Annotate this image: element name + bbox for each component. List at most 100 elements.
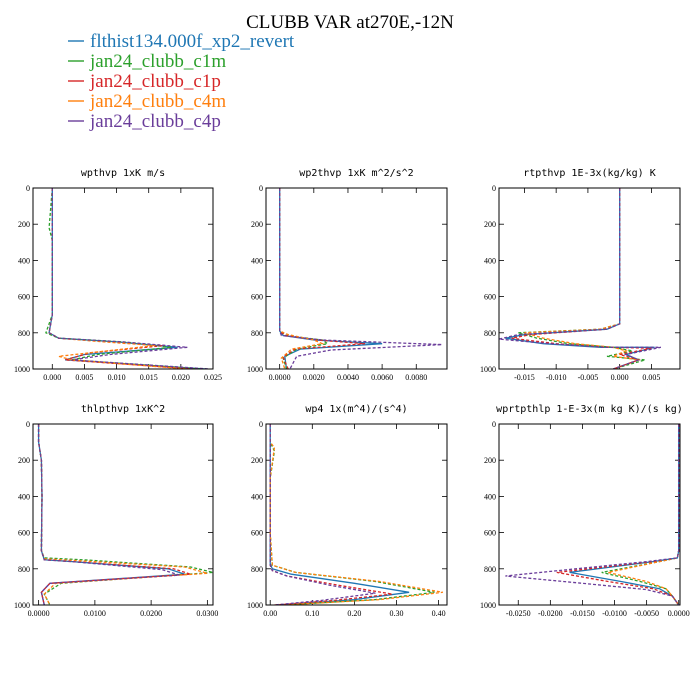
x-tick-label: 0.0000 [668, 609, 690, 618]
y-tick-label: 800 [18, 329, 30, 338]
x-tick-label: 0.025 [204, 373, 222, 382]
series-line [279, 188, 442, 369]
panel-title: wp4 1x(m^4)/(s^4) [305, 404, 407, 415]
series-line [269, 424, 393, 605]
legend-entry: flthist134.000f_xp2_revert [68, 31, 295, 52]
x-tick-label: 0.0300 [196, 609, 218, 618]
panel-title: wpthvp 1xK m/s [81, 168, 165, 179]
y-tick-label: 1000 [247, 365, 263, 374]
y-tick-label: 1000 [247, 601, 263, 610]
y-tick-label: 1000 [14, 601, 30, 610]
series-line [269, 424, 443, 605]
y-tick-label: 0 [259, 184, 263, 193]
panel-title: wp2thvp 1xK m^2/s^2 [299, 168, 413, 179]
legend-entry: jan24_clubb_c1p [68, 71, 221, 92]
y-tick-label: 600 [484, 293, 496, 302]
y-tick-label: 600 [484, 529, 496, 538]
y-tick-label: 400 [251, 256, 263, 265]
x-tick-label: 0.30 [389, 609, 403, 618]
y-tick-label: 200 [251, 456, 263, 465]
y-tick-label: 400 [251, 492, 263, 501]
x-tick-label: -0.0100 [602, 609, 627, 618]
x-tick-label: 0.40 [432, 609, 446, 618]
series-line [279, 188, 383, 369]
y-tick-label: 400 [18, 256, 30, 265]
legend-entry: jan24_clubb_c1m [68, 51, 226, 72]
x-tick-label: -0.015 [514, 373, 535, 382]
legend-label: jan24_clubb_c1p [89, 71, 221, 92]
y-tick-label: 600 [18, 529, 30, 538]
y-tick-label: 400 [484, 492, 496, 501]
y-tick-label: 200 [484, 220, 496, 229]
x-tick-label: 0.00 [263, 609, 277, 618]
series-line [37, 424, 180, 605]
series-line [569, 424, 680, 605]
panel-title: rtpthvp 1E-3x(kg/kg) K [523, 168, 655, 179]
series-line [556, 424, 680, 605]
legend-label: jan24_clubb_c4m [89, 91, 226, 112]
legend: flthist134.000f_xp2_revertjan24_clubb_c1… [68, 31, 295, 132]
x-tick-label: -0.005 [578, 373, 599, 382]
x-tick-label: 0.010 [108, 373, 126, 382]
legend-entry: jan24_clubb_c4p [68, 111, 221, 132]
series-line [269, 424, 376, 605]
y-tick-label: 1000 [480, 365, 496, 374]
legend-label: jan24_clubb_c1m [89, 51, 226, 72]
x-tick-label: 0.0060 [371, 373, 393, 382]
chart-panel: wp2thvp 1xK m^2/s^2 0 200 400 600 800 1000 0.00… [247, 168, 448, 382]
y-tick-label: 200 [18, 220, 30, 229]
x-tick-label: 0.005 [642, 373, 660, 382]
legend-label: jan24_clubb_c4p [89, 111, 221, 132]
series-line [37, 424, 186, 605]
chart-panel: wprtpthlp 1-E-3x(m kg K)/(s kg)0 200 400 60… [480, 404, 690, 618]
y-tick-label: 0 [26, 184, 30, 193]
y-tick-label: 0 [259, 420, 263, 429]
plot-frame [32, 423, 214, 606]
y-tick-label: 800 [18, 565, 30, 574]
series-line [279, 188, 325, 369]
y-tick-label: 600 [251, 293, 263, 302]
x-tick-label: 0.0200 [140, 609, 162, 618]
x-tick-label: -0.0150 [570, 609, 595, 618]
x-tick-label: 0.020 [172, 373, 190, 382]
y-tick-label: 600 [18, 293, 30, 302]
y-tick-label: 0 [492, 184, 496, 193]
x-tick-label: 0.000 [611, 373, 629, 382]
panel-title: wprtpthlp 1-E-3x(m kg K)/(s kg) [496, 404, 683, 415]
series-line [601, 424, 680, 605]
plot-frame [32, 187, 214, 370]
x-tick-label: 0.10 [305, 609, 319, 618]
series-line [37, 424, 191, 605]
y-tick-label: 200 [251, 220, 263, 229]
series-line [499, 188, 662, 369]
plot-frame [265, 187, 448, 370]
y-tick-label: 0 [26, 420, 30, 429]
plot-frame [265, 423, 448, 606]
legend-label: flthist134.000f_xp2_revert [90, 31, 295, 52]
x-tick-label: -0.010 [546, 373, 567, 382]
y-tick-label: 400 [484, 256, 496, 265]
y-tick-label: 400 [18, 492, 30, 501]
y-tick-label: 200 [484, 456, 496, 465]
y-tick-label: 800 [251, 565, 263, 574]
plot-frame [498, 187, 681, 370]
x-tick-label: 0.0040 [337, 373, 359, 382]
x-tick-label: 0.005 [75, 373, 93, 382]
y-tick-label: 800 [484, 565, 496, 574]
x-tick-label: 0.015 [140, 373, 158, 382]
y-tick-label: 1000 [480, 601, 496, 610]
x-tick-label: 0.0000 [28, 609, 50, 618]
x-tick-label: 0.000 [43, 373, 61, 382]
x-tick-label: 0.0100 [84, 609, 106, 618]
figure-title: CLUBB VAR at270E,-12N [246, 12, 454, 33]
chart-panel: rtpthvp 1E-3x(kg/kg) K 0 200 400 600 800 1000 -… [480, 168, 681, 382]
y-tick-label: 200 [18, 456, 30, 465]
series-line [48, 188, 210, 369]
plot-frame [498, 423, 681, 606]
y-tick-label: 800 [251, 329, 263, 338]
y-tick-label: 800 [484, 329, 496, 338]
x-tick-label: -0.0250 [506, 609, 531, 618]
